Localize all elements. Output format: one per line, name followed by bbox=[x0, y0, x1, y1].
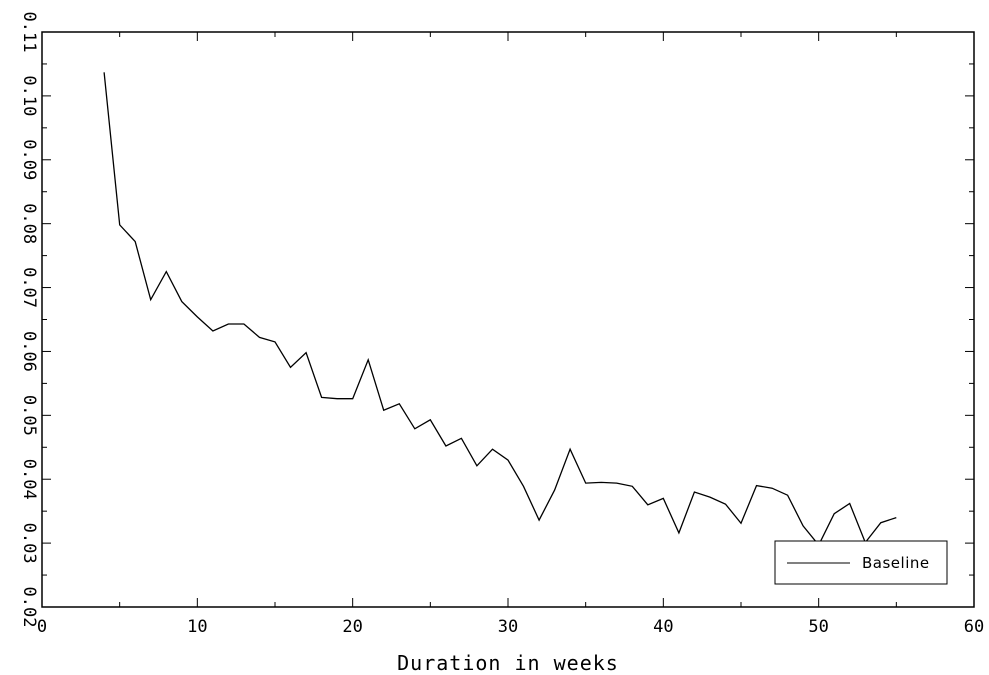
y-tick-label: 0.05 bbox=[19, 395, 39, 436]
series-line-baseline bbox=[103, 72, 897, 547]
series-layer bbox=[103, 72, 897, 547]
x-tick-label: 40 bbox=[653, 617, 673, 637]
y-tick-label: 0.10 bbox=[19, 75, 39, 116]
x-tick-label: 60 bbox=[964, 617, 984, 637]
y-tick-label: 0.08 bbox=[19, 203, 39, 244]
x-axis-ticks: 0 10 20 30 40 50 60 bbox=[37, 32, 984, 637]
y-tick-label: 0.04 bbox=[19, 459, 39, 500]
y-tick-label: 0.06 bbox=[19, 331, 39, 372]
y-tick-label: 0.03 bbox=[19, 523, 39, 564]
plot-frame bbox=[41, 31, 975, 608]
x-axis-title: Duration in weeks bbox=[397, 651, 619, 675]
legend-label-baseline: Baseline bbox=[862, 554, 930, 572]
x-tick-label: 50 bbox=[808, 617, 828, 637]
x-tick-label: 0 bbox=[37, 617, 47, 637]
y-tick-label: 0.07 bbox=[19, 267, 39, 308]
y-axis-ticks: 0.02 0.03 0.04 0.05 0.06 0.07 0.08 0.09 0.10 0.11 bbox=[19, 12, 974, 628]
x-tick-label: 20 bbox=[342, 617, 362, 637]
y-tick-label: 0.11 bbox=[19, 12, 39, 53]
x-tick-label: 30 bbox=[498, 617, 518, 637]
legend: Baseline bbox=[774, 540, 948, 585]
y-tick-label: 0.09 bbox=[19, 139, 39, 180]
x-tick-label: 10 bbox=[187, 617, 207, 637]
y-tick-label: 0.02 bbox=[19, 587, 39, 628]
